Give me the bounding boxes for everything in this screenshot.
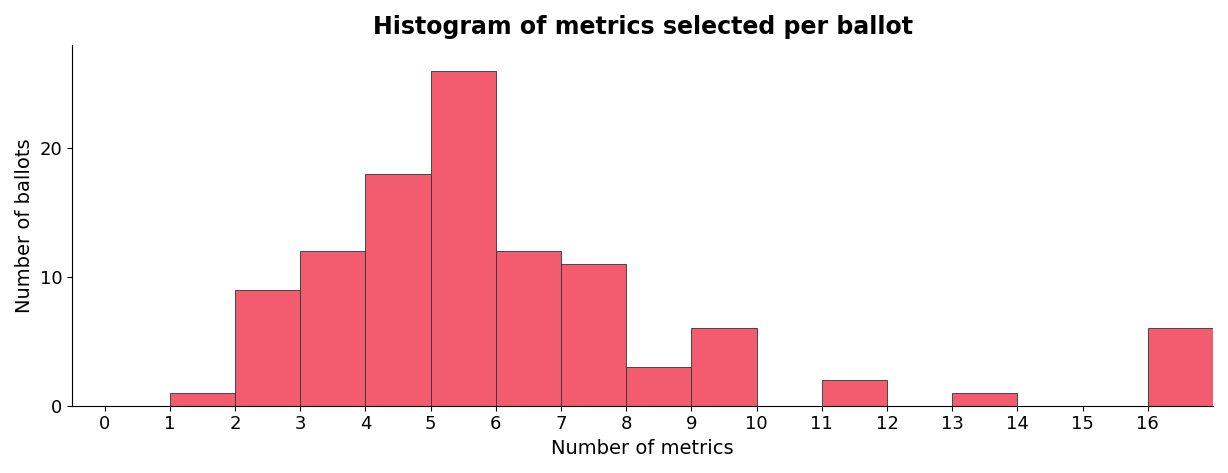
Bar <box>235 290 300 406</box>
Bar <box>561 264 626 406</box>
Bar <box>822 380 887 406</box>
Bar <box>952 393 1018 406</box>
Title: Histogram of metrics selected per ballot: Histogram of metrics selected per ballot <box>372 15 912 39</box>
X-axis label: Number of metrics: Number of metrics <box>551 439 734 458</box>
Bar <box>1148 328 1213 406</box>
Bar <box>366 174 431 406</box>
Bar <box>300 251 366 406</box>
Bar <box>496 251 561 406</box>
Bar <box>626 367 691 406</box>
Bar <box>169 393 235 406</box>
Bar <box>431 71 496 406</box>
Bar <box>691 328 756 406</box>
Y-axis label: Number of ballots: Number of ballots <box>15 138 34 313</box>
